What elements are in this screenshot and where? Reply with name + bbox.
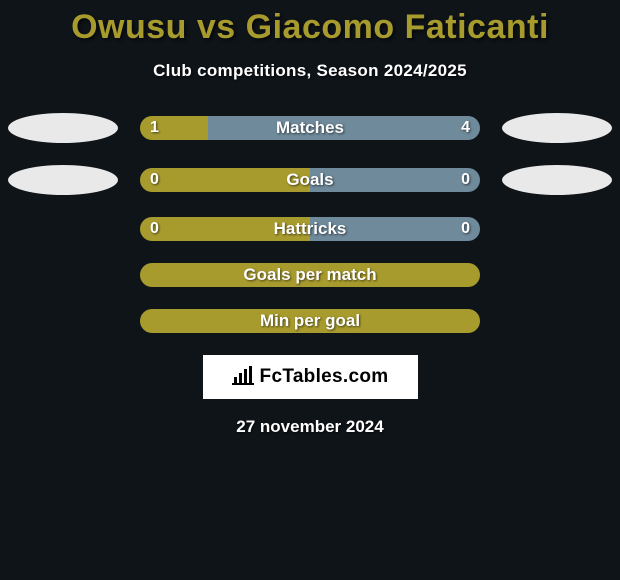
stat-row: Hattricks00	[140, 217, 480, 241]
bar-right	[310, 168, 480, 192]
stat-bar: Hattricks00	[140, 217, 480, 241]
player-ellipse-right	[502, 113, 612, 143]
date-text: 27 november 2024	[0, 417, 620, 437]
stats-rows: Matches14 Goals00 Hattricks00 Goals per mat…	[0, 113, 620, 333]
branding-text: FcTables.com	[260, 366, 389, 388]
player-ellipse-left	[8, 113, 118, 143]
player-ellipse-right	[502, 165, 612, 195]
bar-left	[140, 168, 310, 192]
barchart-icon	[232, 365, 254, 390]
bar-right	[208, 116, 480, 140]
stat-bar: Matches14	[140, 116, 480, 140]
stat-bar: Goals per match	[140, 263, 480, 287]
bar-left	[140, 263, 480, 287]
page-title: Owusu vs Giacomo Faticanti	[0, 8, 620, 47]
stat-row: Min per goal	[140, 309, 480, 333]
branding-badge: FcTables.com	[203, 355, 418, 399]
player-ellipse-left	[8, 165, 118, 195]
bar-left	[140, 116, 208, 140]
stat-bar: Goals00	[140, 168, 480, 192]
subtitle: Club competitions, Season 2024/2025	[0, 61, 620, 81]
stat-row: Goals per match	[140, 263, 480, 287]
stat-row: Matches14	[0, 113, 620, 143]
bar-right	[310, 217, 480, 241]
infographic-container: Owusu vs Giacomo Faticanti Club competit…	[0, 0, 620, 580]
stat-row: Goals00	[0, 165, 620, 195]
bar-left	[140, 309, 480, 333]
stat-bar: Min per goal	[140, 309, 480, 333]
bar-left	[140, 217, 310, 241]
